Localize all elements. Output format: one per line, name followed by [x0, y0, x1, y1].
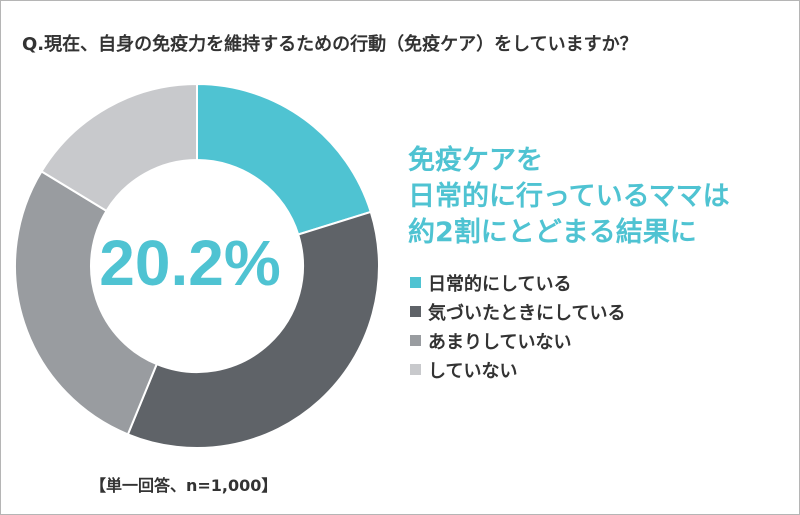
- sample-note: 【単一回答、n=1,000】: [90, 476, 278, 495]
- legend-item-sometimes: 気づいたときにしている: [410, 297, 625, 326]
- legend-label: 気づいたときにしている: [428, 302, 626, 324]
- legend-item-rarely: あまりしていない: [410, 326, 625, 355]
- headline-line-2: 日常的に行っているママは: [408, 181, 730, 212]
- legend: 日常的にしている 気づいたときにしている あまりしていない していない: [410, 268, 625, 384]
- legend-swatch: [410, 364, 421, 375]
- slice-never: [40, 82, 198, 213]
- donut-slices: [14, 82, 380, 449]
- question-title: Q.現在、自身の免疫力を維持するための行動（免疫ケア）をしていますか？: [22, 34, 638, 55]
- legend-label: していない: [428, 360, 518, 382]
- slice-sometimes: [126, 210, 380, 449]
- headline: 免疫ケアを 日常的に行っているママは 約2割にとどまる結果に: [408, 143, 730, 251]
- legend-swatch: [410, 306, 421, 317]
- legend-item-daily: 日常的にしている: [410, 268, 625, 297]
- legend-swatch: [410, 335, 421, 346]
- legend-label: あまりしていない: [428, 331, 572, 353]
- headline-line-1: 免疫ケアを: [408, 145, 543, 176]
- legend-item-never: していない: [410, 355, 625, 384]
- headline-line-3: 約2割にとどまる結果に: [408, 217, 697, 248]
- slice-rarely: [14, 170, 159, 436]
- slice-daily: [196, 82, 373, 236]
- center-value-label: 20.2%: [99, 227, 280, 299]
- legend-swatch: [410, 277, 421, 288]
- legend-label: 日常的にしている: [428, 273, 572, 295]
